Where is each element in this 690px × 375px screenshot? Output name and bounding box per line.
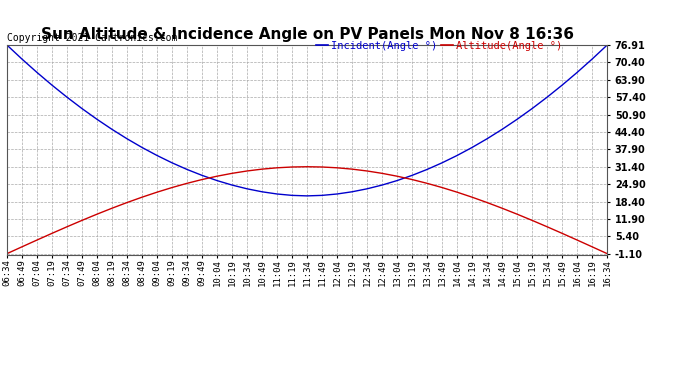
Legend: Incident(Angle °), Altitude(Angle °): Incident(Angle °), Altitude(Angle °) [311, 36, 566, 55]
Text: Copyright 2021 Cartronics.com: Copyright 2021 Cartronics.com [7, 33, 177, 43]
Title: Sun Altitude & Incidence Angle on PV Panels Mon Nov 8 16:36: Sun Altitude & Incidence Angle on PV Pan… [41, 27, 573, 42]
